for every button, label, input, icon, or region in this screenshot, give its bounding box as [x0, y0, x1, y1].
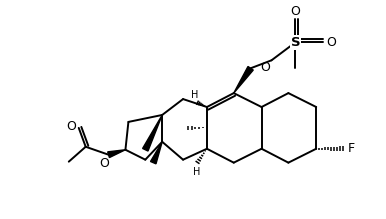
Text: S: S: [291, 36, 300, 49]
Polygon shape: [108, 150, 125, 158]
Text: O: O: [66, 120, 76, 133]
Polygon shape: [142, 115, 162, 151]
Text: O: O: [326, 36, 336, 49]
Text: F: F: [348, 142, 355, 155]
Polygon shape: [234, 67, 253, 93]
Text: O: O: [290, 5, 300, 18]
Text: O: O: [100, 157, 110, 170]
Text: O: O: [261, 61, 271, 74]
Text: H: H: [191, 90, 199, 100]
Text: H: H: [193, 167, 201, 177]
Polygon shape: [151, 142, 162, 164]
